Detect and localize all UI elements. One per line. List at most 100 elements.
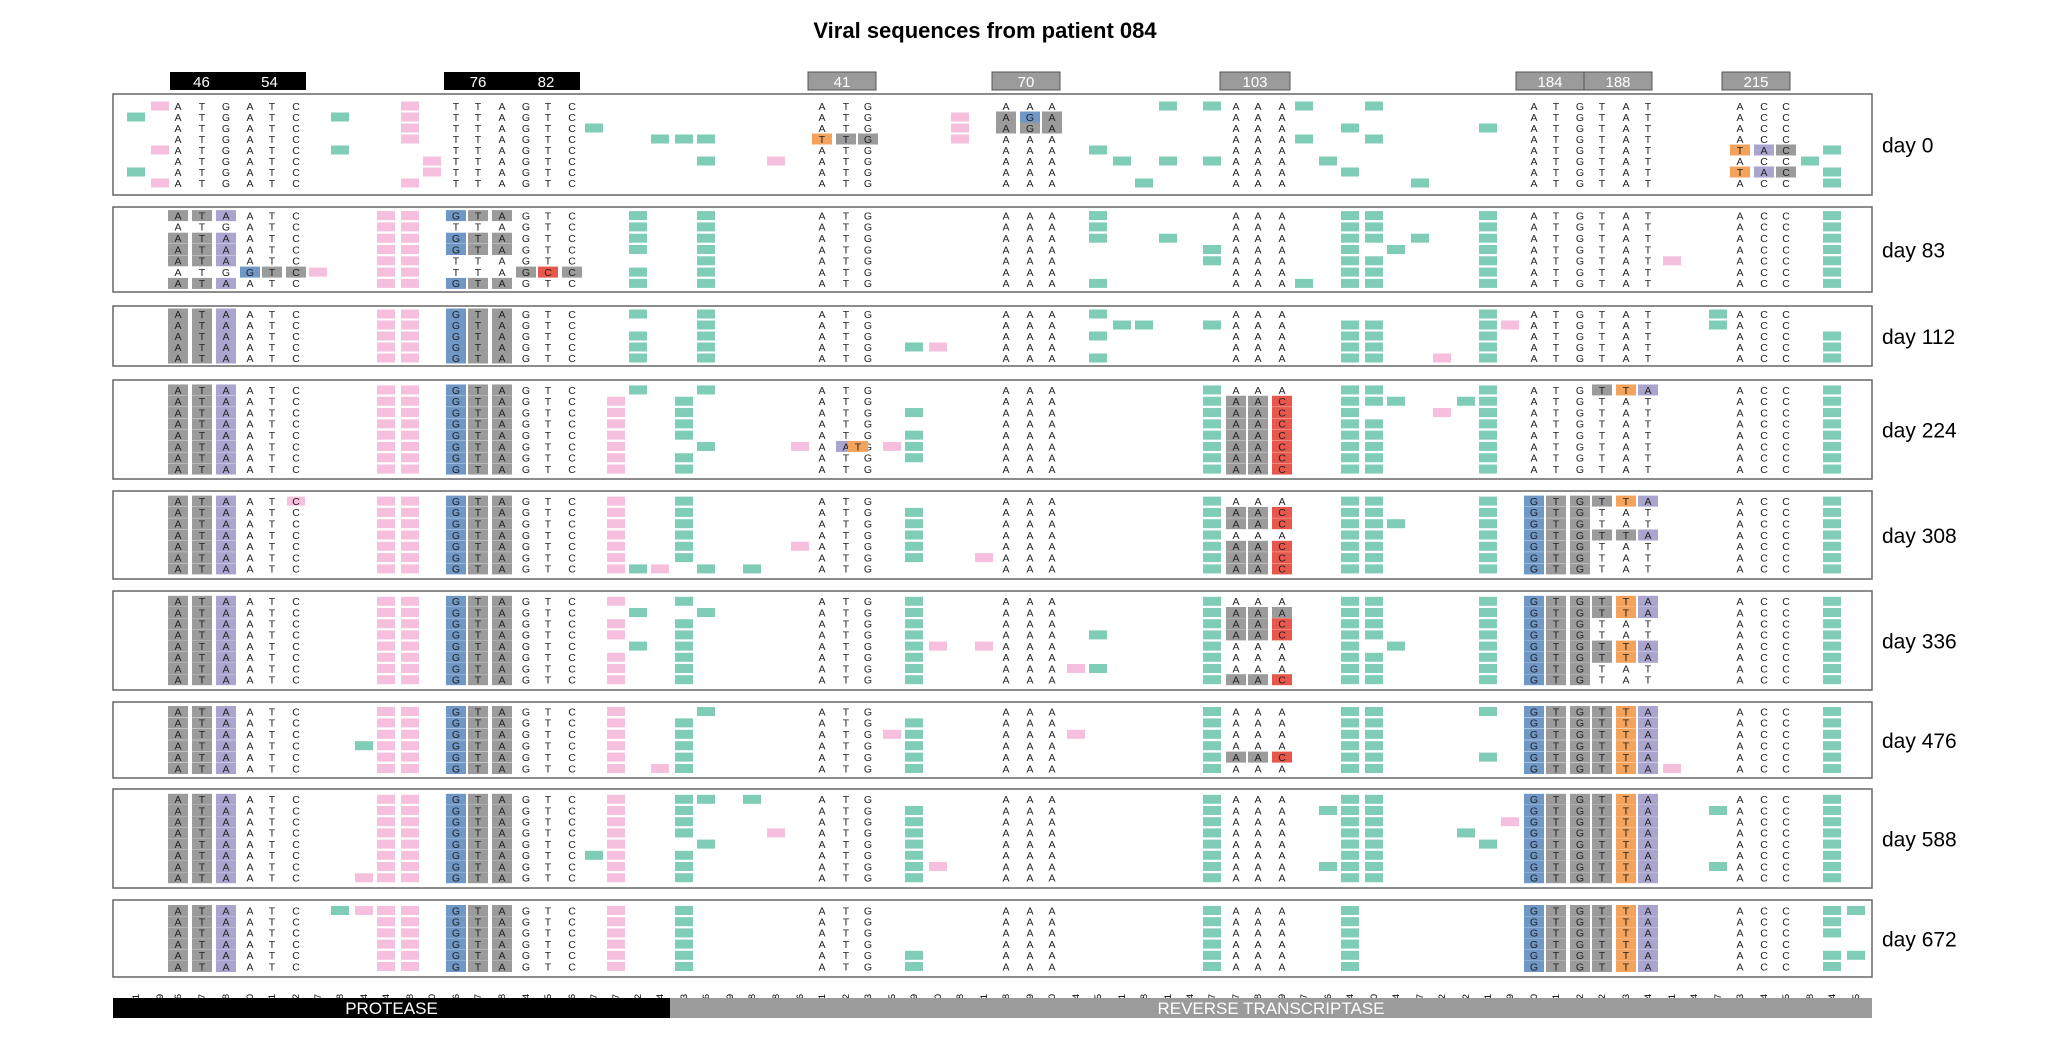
nucleotide: T [545,453,552,465]
nucleotide: A [1026,861,1033,873]
nucleotide: C [292,652,300,664]
nucleotide: T [843,134,850,146]
nucleotide: A [1644,905,1651,917]
base-highlight [1616,861,1636,872]
base-highlight [168,429,188,441]
nucleotide: A [246,805,253,817]
base-highlight [216,495,236,507]
base-highlight [1546,663,1566,674]
nucleotide: G [1530,706,1538,718]
nucleotide: G [1576,244,1584,256]
nucleotide: G [864,320,872,332]
nucleotide: A [1026,407,1033,419]
nucleotide: A [1048,741,1055,753]
nucleotide: C [568,817,576,829]
nucleotide: C [292,156,300,168]
variant-marker [377,278,395,288]
nucleotide: A [498,961,505,973]
nucleotide: A [246,507,253,519]
nucleotide: C [1782,233,1790,245]
nucleotide: A [1644,939,1651,951]
nucleotide: A [1232,385,1239,397]
nucleotide: A [1048,167,1055,179]
nucleotide: C [292,805,300,817]
base-highlight [1524,618,1544,630]
nucleotide: A [1278,805,1285,817]
nucleotide: A [1026,145,1033,157]
variant-marker [1203,596,1221,606]
nucleotide: T [475,123,482,135]
nucleotide: C [568,564,576,576]
nucleotide: A [498,861,505,873]
nucleotide: T [1623,917,1630,929]
variant-marker [629,342,647,352]
base-highlight [1638,651,1658,663]
variant-marker [1823,233,1841,243]
nucleotide: T [1553,112,1560,124]
nucleotide: T [843,596,850,608]
base-highlight [192,838,212,850]
nucleotide: A [222,839,229,851]
nucleotide: A [818,763,825,775]
nucleotide: G [452,630,460,642]
nucleotide: A [818,630,825,642]
variant-marker [607,950,625,960]
nucleotide: T [269,385,276,397]
nucleotide: T [1737,167,1744,179]
variant-marker [401,419,419,429]
nucleotide: C [292,530,300,542]
nucleotide: A [174,244,181,256]
nucleotide: C [1782,112,1790,124]
nucleotide: A [1232,596,1239,608]
base-highlight [216,563,236,575]
nucleotide: T [1623,873,1630,885]
base-highlight [1546,563,1566,575]
variant-marker [1709,806,1727,815]
base-highlight [468,319,488,331]
nucleotide: A [818,752,825,764]
variant-marker [401,962,419,971]
nucleotide: A [1026,763,1033,775]
variant-marker [1341,817,1359,827]
nucleotide: C [568,950,576,962]
base-highlight [1570,618,1590,630]
base-highlight [1570,751,1590,763]
variant-marker [1823,873,1841,883]
nucleotide: A [1026,519,1033,531]
variant-marker [401,408,419,418]
nucleotide: G [522,828,530,840]
variant-marker [1479,564,1497,574]
variant-marker [675,718,693,728]
variant-marker [1823,962,1841,971]
nucleotide: G [864,552,872,564]
nucleotide: T [1623,939,1630,951]
variant-marker [1341,396,1359,406]
nucleotide: T [1553,453,1560,465]
base-highlight [468,706,488,717]
nucleotide: A [1736,407,1743,419]
nucleotide: T [1553,167,1560,179]
variant-marker [377,430,395,440]
variant-marker [377,256,395,266]
nucleotide: T [269,320,276,332]
nucleotide: A [818,430,825,442]
nucleotide: A [246,441,253,453]
nucleotide: A [818,453,825,465]
nucleotide: G [522,430,530,442]
nucleotide: G [452,564,460,576]
nucleotide: A [1622,178,1629,190]
base-highlight [446,763,466,774]
variant-marker [651,564,669,574]
nucleotide: G [1576,839,1584,851]
nucleotide: A [498,873,505,885]
base-highlight [468,663,488,674]
nucleotide: C [568,331,576,343]
nucleotide: C [1782,496,1790,508]
nucleotide: T [269,619,276,631]
nucleotide: T [1645,156,1652,168]
variant-marker [401,939,419,949]
variant-marker [1411,233,1429,243]
nucleotide: A [246,729,253,741]
nucleotide: A [1736,718,1743,730]
variant-marker [1663,764,1681,773]
